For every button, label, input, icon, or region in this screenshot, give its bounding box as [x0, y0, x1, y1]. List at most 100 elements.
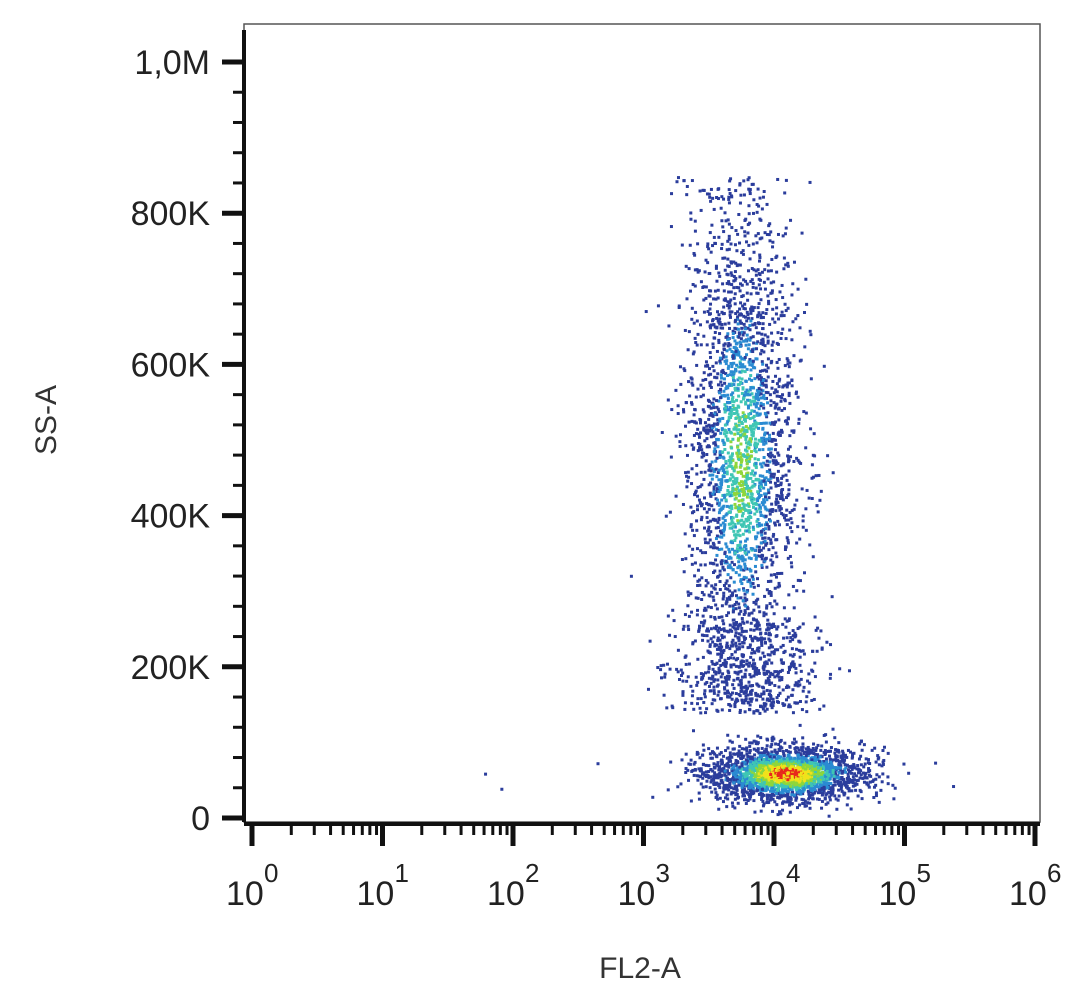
data-point	[729, 792, 733, 796]
data-point	[761, 448, 765, 452]
data-point	[796, 684, 800, 688]
data-point	[801, 622, 805, 626]
data-point	[742, 701, 746, 705]
data-point	[800, 755, 804, 759]
data-point	[786, 306, 790, 310]
data-point	[699, 518, 703, 522]
data-point	[678, 365, 682, 369]
data-point	[720, 370, 724, 374]
data-point	[791, 768, 795, 772]
data-point	[703, 692, 707, 696]
data-point	[731, 643, 735, 647]
data-point	[817, 636, 821, 640]
data-point	[740, 626, 744, 630]
data-point	[723, 211, 727, 215]
data-point	[720, 351, 724, 355]
data-point	[725, 579, 729, 583]
data-point	[747, 524, 751, 528]
data-point	[804, 528, 808, 532]
data-point	[746, 754, 750, 758]
data-point	[779, 773, 783, 777]
data-point	[732, 778, 736, 782]
data-point	[720, 394, 724, 398]
data-point	[750, 741, 754, 745]
data-point	[761, 396, 765, 400]
data-point	[772, 652, 776, 656]
data-point	[705, 343, 709, 347]
data-point	[726, 396, 730, 400]
data-point	[718, 359, 722, 363]
data-point	[756, 709, 760, 713]
data-point	[787, 703, 791, 707]
data-point	[841, 756, 845, 760]
data-point	[786, 383, 790, 387]
data-point	[820, 806, 824, 810]
data-points	[484, 176, 956, 818]
data-point	[733, 538, 737, 542]
data-point	[740, 747, 744, 751]
data-point	[757, 426, 761, 430]
data-point	[696, 449, 700, 453]
data-point	[812, 779, 816, 783]
data-point	[744, 668, 748, 672]
data-point	[765, 565, 769, 569]
data-point	[775, 752, 779, 756]
data-point	[730, 640, 734, 644]
data-point	[738, 528, 742, 532]
data-point	[803, 311, 807, 315]
data-point	[746, 484, 750, 488]
data-point	[807, 778, 811, 782]
data-point	[689, 401, 693, 405]
data-point	[709, 412, 713, 416]
data-point	[704, 578, 708, 582]
data-point	[720, 761, 724, 765]
data-point	[785, 636, 789, 640]
data-point	[725, 756, 729, 760]
data-point	[765, 662, 769, 666]
data-point	[693, 760, 697, 764]
data-point	[758, 638, 762, 642]
data-point	[728, 604, 732, 608]
data-point	[764, 527, 768, 531]
data-point	[804, 446, 808, 450]
data-point	[731, 458, 735, 462]
data-point	[849, 807, 853, 811]
data-point	[773, 438, 777, 442]
data-point	[769, 486, 773, 490]
data-point	[781, 749, 785, 753]
data-point	[693, 491, 697, 495]
data-point	[714, 670, 718, 674]
data-point	[734, 664, 738, 668]
data-point	[801, 689, 805, 693]
data-point	[772, 650, 776, 654]
data-point	[786, 757, 790, 761]
data-point	[827, 762, 831, 766]
data-point	[769, 789, 773, 793]
data-point	[783, 741, 787, 745]
data-point	[770, 453, 774, 457]
data-point	[790, 429, 794, 433]
data-point	[746, 492, 750, 496]
data-point	[907, 771, 911, 775]
data-point	[740, 754, 744, 758]
data-point	[736, 533, 740, 537]
data-point	[679, 673, 683, 677]
data-point	[734, 369, 738, 373]
data-point	[733, 320, 737, 324]
data-point	[814, 763, 818, 767]
data-point	[759, 763, 763, 767]
data-point	[794, 769, 798, 773]
data-point	[729, 460, 733, 464]
data-point	[862, 765, 866, 769]
data-point	[760, 501, 764, 505]
data-point	[760, 641, 764, 645]
data-point	[719, 396, 723, 400]
data-point	[716, 693, 720, 697]
data-point	[833, 770, 837, 774]
data-point	[738, 546, 742, 550]
data-point	[801, 789, 805, 793]
data-point	[752, 628, 756, 632]
data-point	[744, 402, 748, 406]
data-point	[733, 797, 737, 801]
data-point	[734, 416, 738, 420]
